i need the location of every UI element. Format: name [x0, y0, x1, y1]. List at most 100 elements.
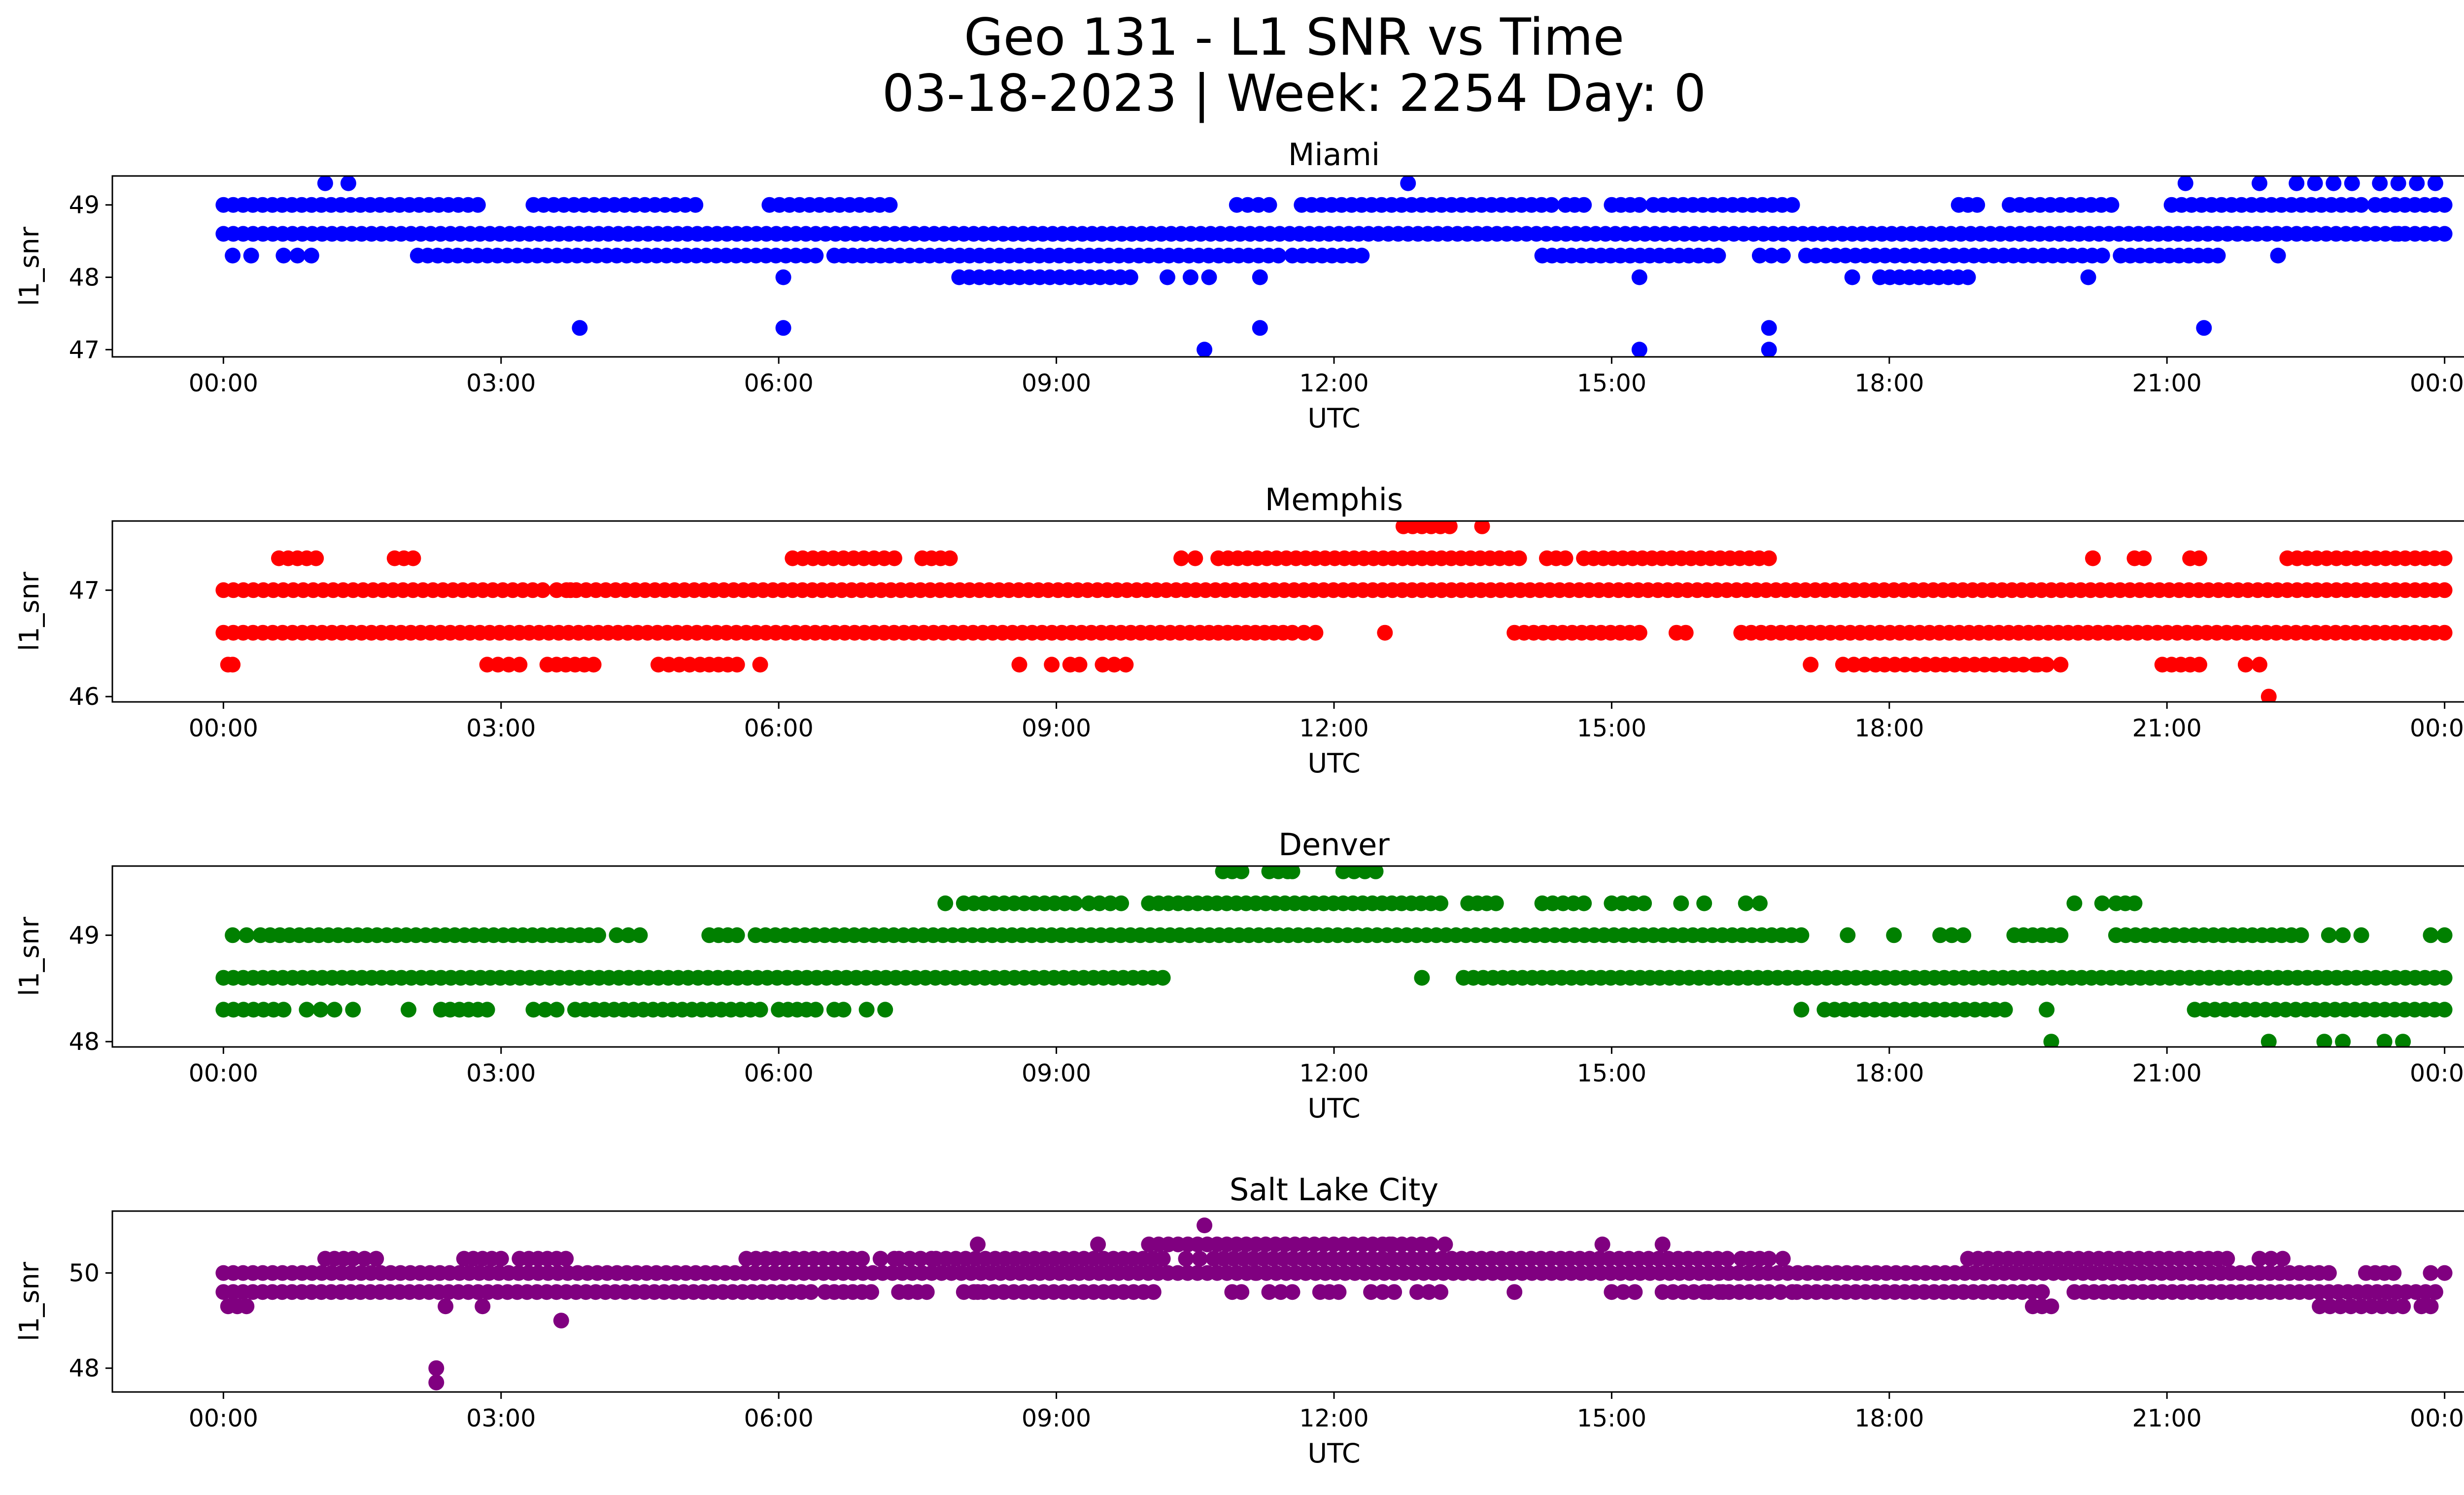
data-point	[937, 895, 954, 911]
figure-title-line2: 03-18-2023 | Week: 2254 Day: 0	[882, 64, 1706, 123]
data-point	[428, 1374, 445, 1391]
data-point	[620, 927, 636, 943]
data-point	[1944, 927, 1960, 943]
data-point	[1273, 1284, 1289, 1300]
data-point	[2126, 895, 2143, 911]
data-point	[2094, 247, 2110, 264]
data-point	[1414, 970, 1430, 986]
axes-frame	[111, 520, 2464, 703]
x-tick-label: 09:00	[1022, 369, 1091, 397]
y-tick-label: 47	[69, 336, 100, 364]
data-point	[1761, 320, 1777, 336]
data-point	[2372, 176, 2388, 191]
data-point	[1197, 1217, 1213, 1233]
x-tick-label: 18:00	[1854, 714, 1924, 742]
data-point	[1270, 247, 1287, 264]
x-tick-label: 00:00	[189, 714, 258, 742]
x-tick-label: 12:00	[1299, 1404, 1369, 1432]
data-point	[1761, 1251, 1777, 1267]
data-point	[225, 247, 241, 264]
data-point	[553, 1313, 569, 1329]
x-axis-label: UTC	[1307, 403, 1360, 434]
data-point	[1252, 320, 1268, 336]
data-point	[2344, 176, 2360, 191]
data-point	[1250, 197, 1266, 213]
subplot-title: Memphis	[1265, 482, 1403, 518]
data-point	[2293, 927, 2309, 943]
data-point	[891, 1251, 907, 1267]
data-point	[345, 1251, 361, 1267]
data-point	[535, 582, 551, 598]
data-point	[1178, 1251, 1194, 1267]
data-point	[1233, 866, 1250, 879]
x-axis-label: UTC	[1307, 1093, 1360, 1124]
data-point	[1102, 895, 1119, 911]
data-point	[2191, 550, 2207, 566]
data-point	[317, 176, 333, 191]
x-axis-label: UTC	[1307, 748, 1360, 779]
data-point	[548, 1002, 565, 1018]
data-point	[1229, 197, 1245, 213]
data-point	[1145, 1284, 1162, 1300]
data-point	[308, 550, 324, 566]
data-point	[2066, 895, 2083, 911]
data-point	[1106, 657, 1122, 673]
subplot-title: Denver	[1278, 827, 1390, 863]
data-point	[1284, 866, 1300, 879]
data-point	[2423, 1265, 2439, 1281]
data-point	[275, 1002, 292, 1018]
data-point	[729, 927, 745, 943]
data-point	[368, 1251, 384, 1267]
data-point	[1631, 269, 1647, 285]
data-point	[1025, 226, 1041, 242]
x-tick-label: 06:00	[744, 1404, 814, 1432]
data-point	[1710, 247, 1726, 264]
data-point	[1284, 625, 1300, 641]
data-point	[1363, 1284, 1379, 1300]
data-point	[808, 1002, 824, 1018]
x-tick-label: 21:00	[2132, 369, 2202, 397]
data-point	[877, 1002, 893, 1018]
data-point	[2436, 197, 2453, 213]
data-point	[1155, 1251, 1171, 1267]
data-point	[299, 1002, 315, 1018]
data-point	[1160, 269, 1175, 285]
scatter-series	[215, 176, 2453, 357]
data-point	[1071, 657, 1088, 673]
data-point	[1846, 657, 1862, 673]
data-point	[1673, 895, 1689, 911]
data-point	[340, 176, 356, 191]
data-point	[1233, 1284, 1250, 1300]
x-tick-label: 09:00	[1022, 1059, 1091, 1087]
data-point	[803, 1284, 819, 1300]
data-point	[835, 1002, 852, 1018]
data-point	[1187, 550, 1203, 566]
data-point	[2321, 1265, 2337, 1281]
data-point	[858, 1002, 875, 1018]
data-point	[1409, 1284, 1425, 1300]
data-point	[2289, 176, 2305, 191]
x-tick-label: 21:00	[2132, 1059, 2202, 1087]
data-point	[752, 657, 768, 673]
data-point	[2436, 927, 2453, 943]
data-point	[2016, 657, 2032, 673]
x-tick-label: 00:00	[189, 369, 258, 397]
x-tick-label: 15:00	[1577, 1059, 1646, 1087]
data-point	[1775, 247, 1791, 264]
data-point	[2316, 1034, 2332, 1047]
data-point	[1511, 550, 1527, 566]
data-point	[1625, 895, 1642, 911]
data-point	[902, 1251, 918, 1267]
data-point	[501, 657, 517, 673]
x-tick-label: 00:00	[189, 1059, 258, 1087]
x-tick-label: 00:00	[2410, 714, 2464, 742]
data-point	[1543, 197, 1560, 213]
data-point	[1090, 1236, 1106, 1252]
y-tick-label: 46	[69, 683, 100, 711]
data-point	[225, 657, 241, 673]
subplot-title: Salt Lake City	[1230, 1172, 1438, 1208]
data-point	[2053, 657, 2069, 673]
data-point	[2237, 657, 2254, 673]
x-tick-label: 12:00	[1299, 1059, 1369, 1087]
